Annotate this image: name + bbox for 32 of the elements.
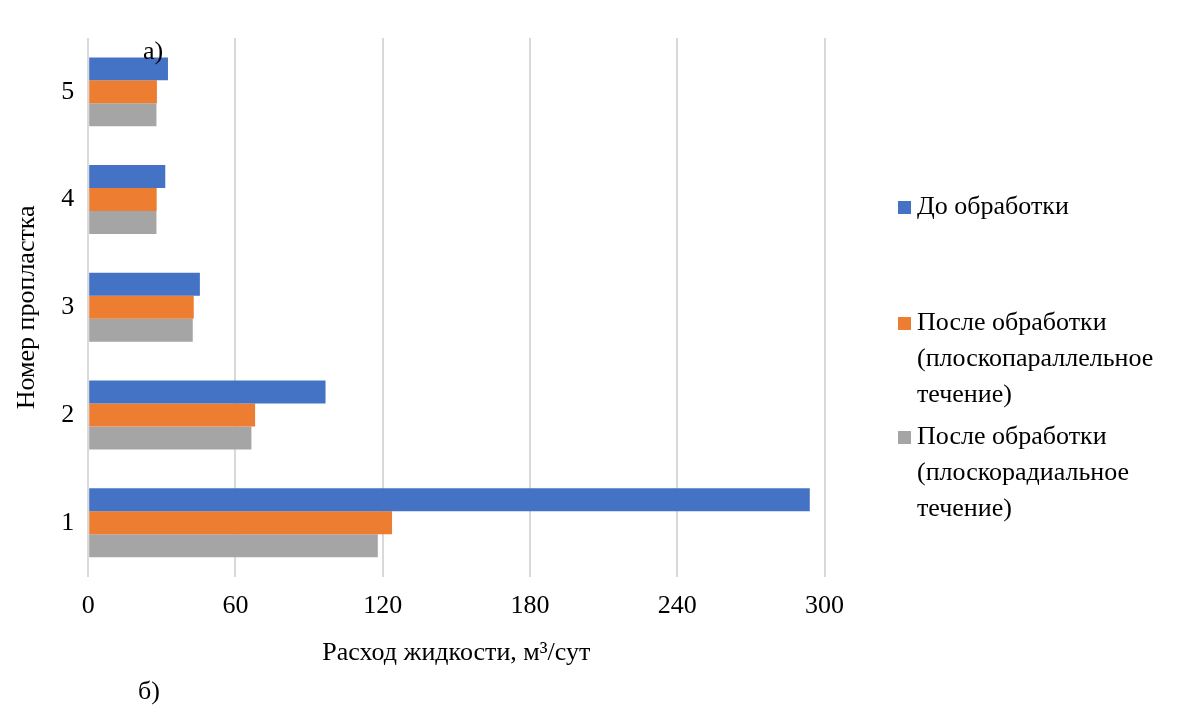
legend-label: После обработки (плоскорадиальное течение): [917, 420, 1131, 524]
y-tick-label: 3: [61, 291, 75, 321]
x-tick-label: 300: [805, 590, 844, 620]
bar: [89, 272, 200, 296]
y-tick-label: 4: [61, 183, 75, 213]
bar: [89, 488, 810, 512]
bar: [89, 426, 252, 450]
x-axis-title: Расход жидкости, м³/сут: [322, 637, 591, 667]
bar: [89, 165, 166, 189]
bar: [89, 211, 157, 235]
bar: [89, 511, 393, 535]
legend-label: До обработки: [917, 190, 1069, 222]
x-tick-label: 60: [222, 590, 249, 620]
bar: [89, 534, 378, 558]
text: б): [138, 676, 160, 706]
y-tick-label: 1: [61, 506, 75, 536]
bar: [89, 188, 157, 212]
bar: [89, 80, 157, 104]
bar: [89, 318, 193, 342]
x-tick-label: 240: [657, 590, 697, 620]
x-tick-label: 180: [510, 590, 550, 620]
x-tick-label: 120: [363, 590, 403, 620]
legend-label: После обработки (плоскопараллельное течение): [917, 306, 1155, 410]
bar: [89, 380, 326, 404]
bar: [89, 403, 256, 427]
x-tick-label: 0: [81, 590, 95, 620]
y-tick-label: 5: [61, 75, 75, 105]
y-tick-label: 2: [61, 398, 75, 428]
y-axis-title: Номер пропластка: [11, 204, 41, 410]
bar: [89, 103, 157, 127]
bar: [89, 295, 194, 319]
annotation: а): [143, 36, 164, 66]
